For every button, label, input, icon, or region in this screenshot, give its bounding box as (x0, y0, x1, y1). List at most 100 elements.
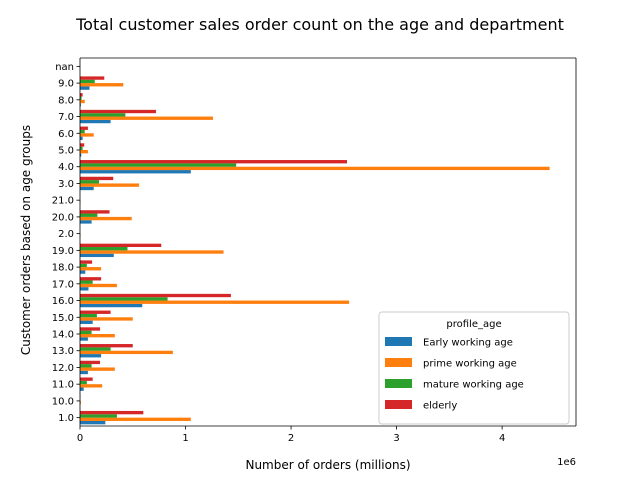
bar-prime-working-age-8-0 (80, 99, 85, 104)
bar-prime-working-age-15-0 (80, 317, 133, 321)
bar-early-working-age-7-0 (80, 119, 111, 124)
bar-early-working-age-5-0 (80, 153, 82, 157)
bar-mature-working-age-15-0 (80, 313, 97, 318)
bar-mature-working-age-7-0 (80, 113, 126, 117)
bar-early-working-age-4-0 (80, 170, 191, 174)
y-tick-label-9-0: 9.0 (58, 79, 74, 90)
bar-mature-working-age-16-0 (80, 297, 168, 301)
legend-swatch-elderly (385, 400, 412, 409)
bar-elderly-18-0 (80, 260, 93, 264)
bar-elderly-14-0 (80, 327, 101, 331)
bar-prime-working-age-14-0 (80, 334, 115, 338)
bar-mature-working-age-17-0 (80, 280, 93, 284)
y-tick-label-8-0: 8.0 (58, 95, 74, 106)
bar-early-working-age-15-0 (80, 320, 93, 324)
bar-early-working-age-12-0 (80, 370, 88, 375)
y-tick-label-7-0: 7.0 (58, 112, 74, 123)
y-tick-label-4-0: 4.0 (58, 162, 74, 173)
legend-label-elderly: elderly (423, 401, 457, 412)
bar-mature-working-age-14-0 (80, 330, 92, 334)
bar-mature-working-age-1-0 (80, 414, 117, 418)
y-tick-label-6-0: 6.0 (58, 129, 74, 140)
bar-elderly-7-0 (80, 109, 156, 114)
legend-label-early-working-age: Early working age (423, 338, 513, 349)
bar-early-working-age-11-0 (80, 387, 84, 391)
bar-elderly-19-0 (80, 243, 162, 248)
y-tick-label-12-0: 12.0 (52, 363, 74, 374)
bar-elderly-1-0 (80, 410, 144, 415)
bar-elderly-13-0 (80, 344, 133, 348)
y-tick-label-11-0: 11.0 (52, 380, 74, 391)
legend-swatch-prime-working-age (385, 358, 412, 367)
legend: profile_age Early working age prime worki… (378, 311, 570, 425)
bar-early-working-age-18-0 (80, 270, 86, 274)
bar-elderly-16-0 (80, 293, 231, 298)
bar-prime-working-age-20-0 (80, 216, 132, 221)
bar-early-working-age-19-0 (80, 253, 114, 258)
bar-elderly-8-0 (80, 93, 83, 97)
x-axis-label: Number of orders (millions) (245, 458, 410, 472)
y-tick-label-17-0: 17.0 (52, 279, 74, 290)
bar-mature-working-age-8-0 (80, 96, 82, 100)
bar-prime-working-age-9-0 (80, 83, 124, 87)
bar-elderly-20-0 (80, 210, 110, 214)
bar-prime-working-age-4-0 (80, 166, 550, 171)
legend-label-prime-working-age: prime working age (423, 359, 517, 370)
y-axis-label: Customer orders based on age groups (19, 125, 33, 355)
y-tick-label-15-0: 15.0 (52, 313, 74, 324)
y-tick-label-18-0: 18.0 (52, 263, 74, 274)
bar-prime-working-age-3-0 (80, 183, 140, 187)
y-tick-label-10-0: 10.0 (52, 396, 74, 407)
bar-mature-working-age-4-0 (80, 163, 237, 167)
x-tick-label-1: 1 (182, 433, 188, 444)
bar-elderly-12-0 (80, 360, 101, 365)
bar-early-working-age-14-0 (80, 337, 88, 341)
x-tick-label-3: 3 (393, 433, 399, 444)
bar-prime-working-age-7-0 (80, 116, 213, 120)
plot-area: 1.010.011.012.013.014.015.016.017.018.01… (52, 57, 577, 444)
bar-early-working-age-6-0 (80, 136, 83, 140)
bar-mature-working-age-9-0 (80, 79, 95, 84)
bar-elderly-4-0 (80, 160, 347, 164)
bar-early-working-age-8-0 (80, 103, 81, 107)
bar-early-working-age-9-0 (80, 86, 90, 90)
bar-elderly-6-0 (80, 126, 88, 130)
chart-title: Total customer sales order count on the … (75, 15, 564, 34)
bar-prime-working-age-12-0 (80, 367, 115, 371)
bar-mature-working-age-13-0 (80, 347, 111, 351)
x-tick-label-0: 0 (77, 433, 83, 444)
bar-early-working-age-1-0 (80, 420, 106, 425)
bar-early-working-age-16-0 (80, 303, 143, 308)
y-tick-label-2-0: 2.0 (58, 229, 74, 240)
bar-mature-working-age-6-0 (80, 129, 85, 134)
bar-mature-working-age-12-0 (80, 364, 92, 368)
bar-prime-working-age-19-0 (80, 250, 224, 254)
bar-early-working-age-13-0 (80, 354, 102, 358)
bar-prime-working-age-16-0 (80, 300, 350, 304)
bar-elderly-15-0 (80, 310, 111, 314)
bar-prime-working-age-11-0 (80, 384, 103, 388)
x-tick-label-4: 4 (499, 433, 505, 444)
bar-mature-working-age-19-0 (80, 247, 128, 251)
bar-elderly-5-0 (80, 143, 85, 147)
bar-prime-working-age-5-0 (80, 150, 88, 154)
bar-early-working-age-17-0 (80, 287, 89, 291)
legend-swatch-early-working-age (385, 337, 412, 346)
y-tick-label-1-0: 1.0 (58, 413, 74, 424)
bar-prime-working-age-17-0 (80, 283, 117, 288)
bar-prime-working-age-6-0 (80, 133, 94, 137)
bar-elderly-17-0 (80, 277, 102, 281)
x-axis-offset-label: 1e6 (557, 457, 576, 468)
legend-label-mature-working-age: mature working age (423, 380, 524, 391)
legend-swatch-mature-working-age (385, 379, 412, 388)
bar-prime-working-age-13-0 (80, 350, 173, 355)
y-tick-label-21-0: 21.0 (52, 196, 74, 207)
x-tick-label-2: 2 (288, 433, 294, 444)
bar-early-working-age-3-0 (80, 186, 94, 191)
bar-elderly-3-0 (80, 176, 114, 181)
legend-title: profile_age (446, 319, 501, 330)
bar-mature-working-age-3-0 (80, 180, 99, 184)
y-tick-label-16-0: 16.0 (52, 296, 74, 307)
y-tick-label-3-0: 3.0 (58, 179, 74, 190)
